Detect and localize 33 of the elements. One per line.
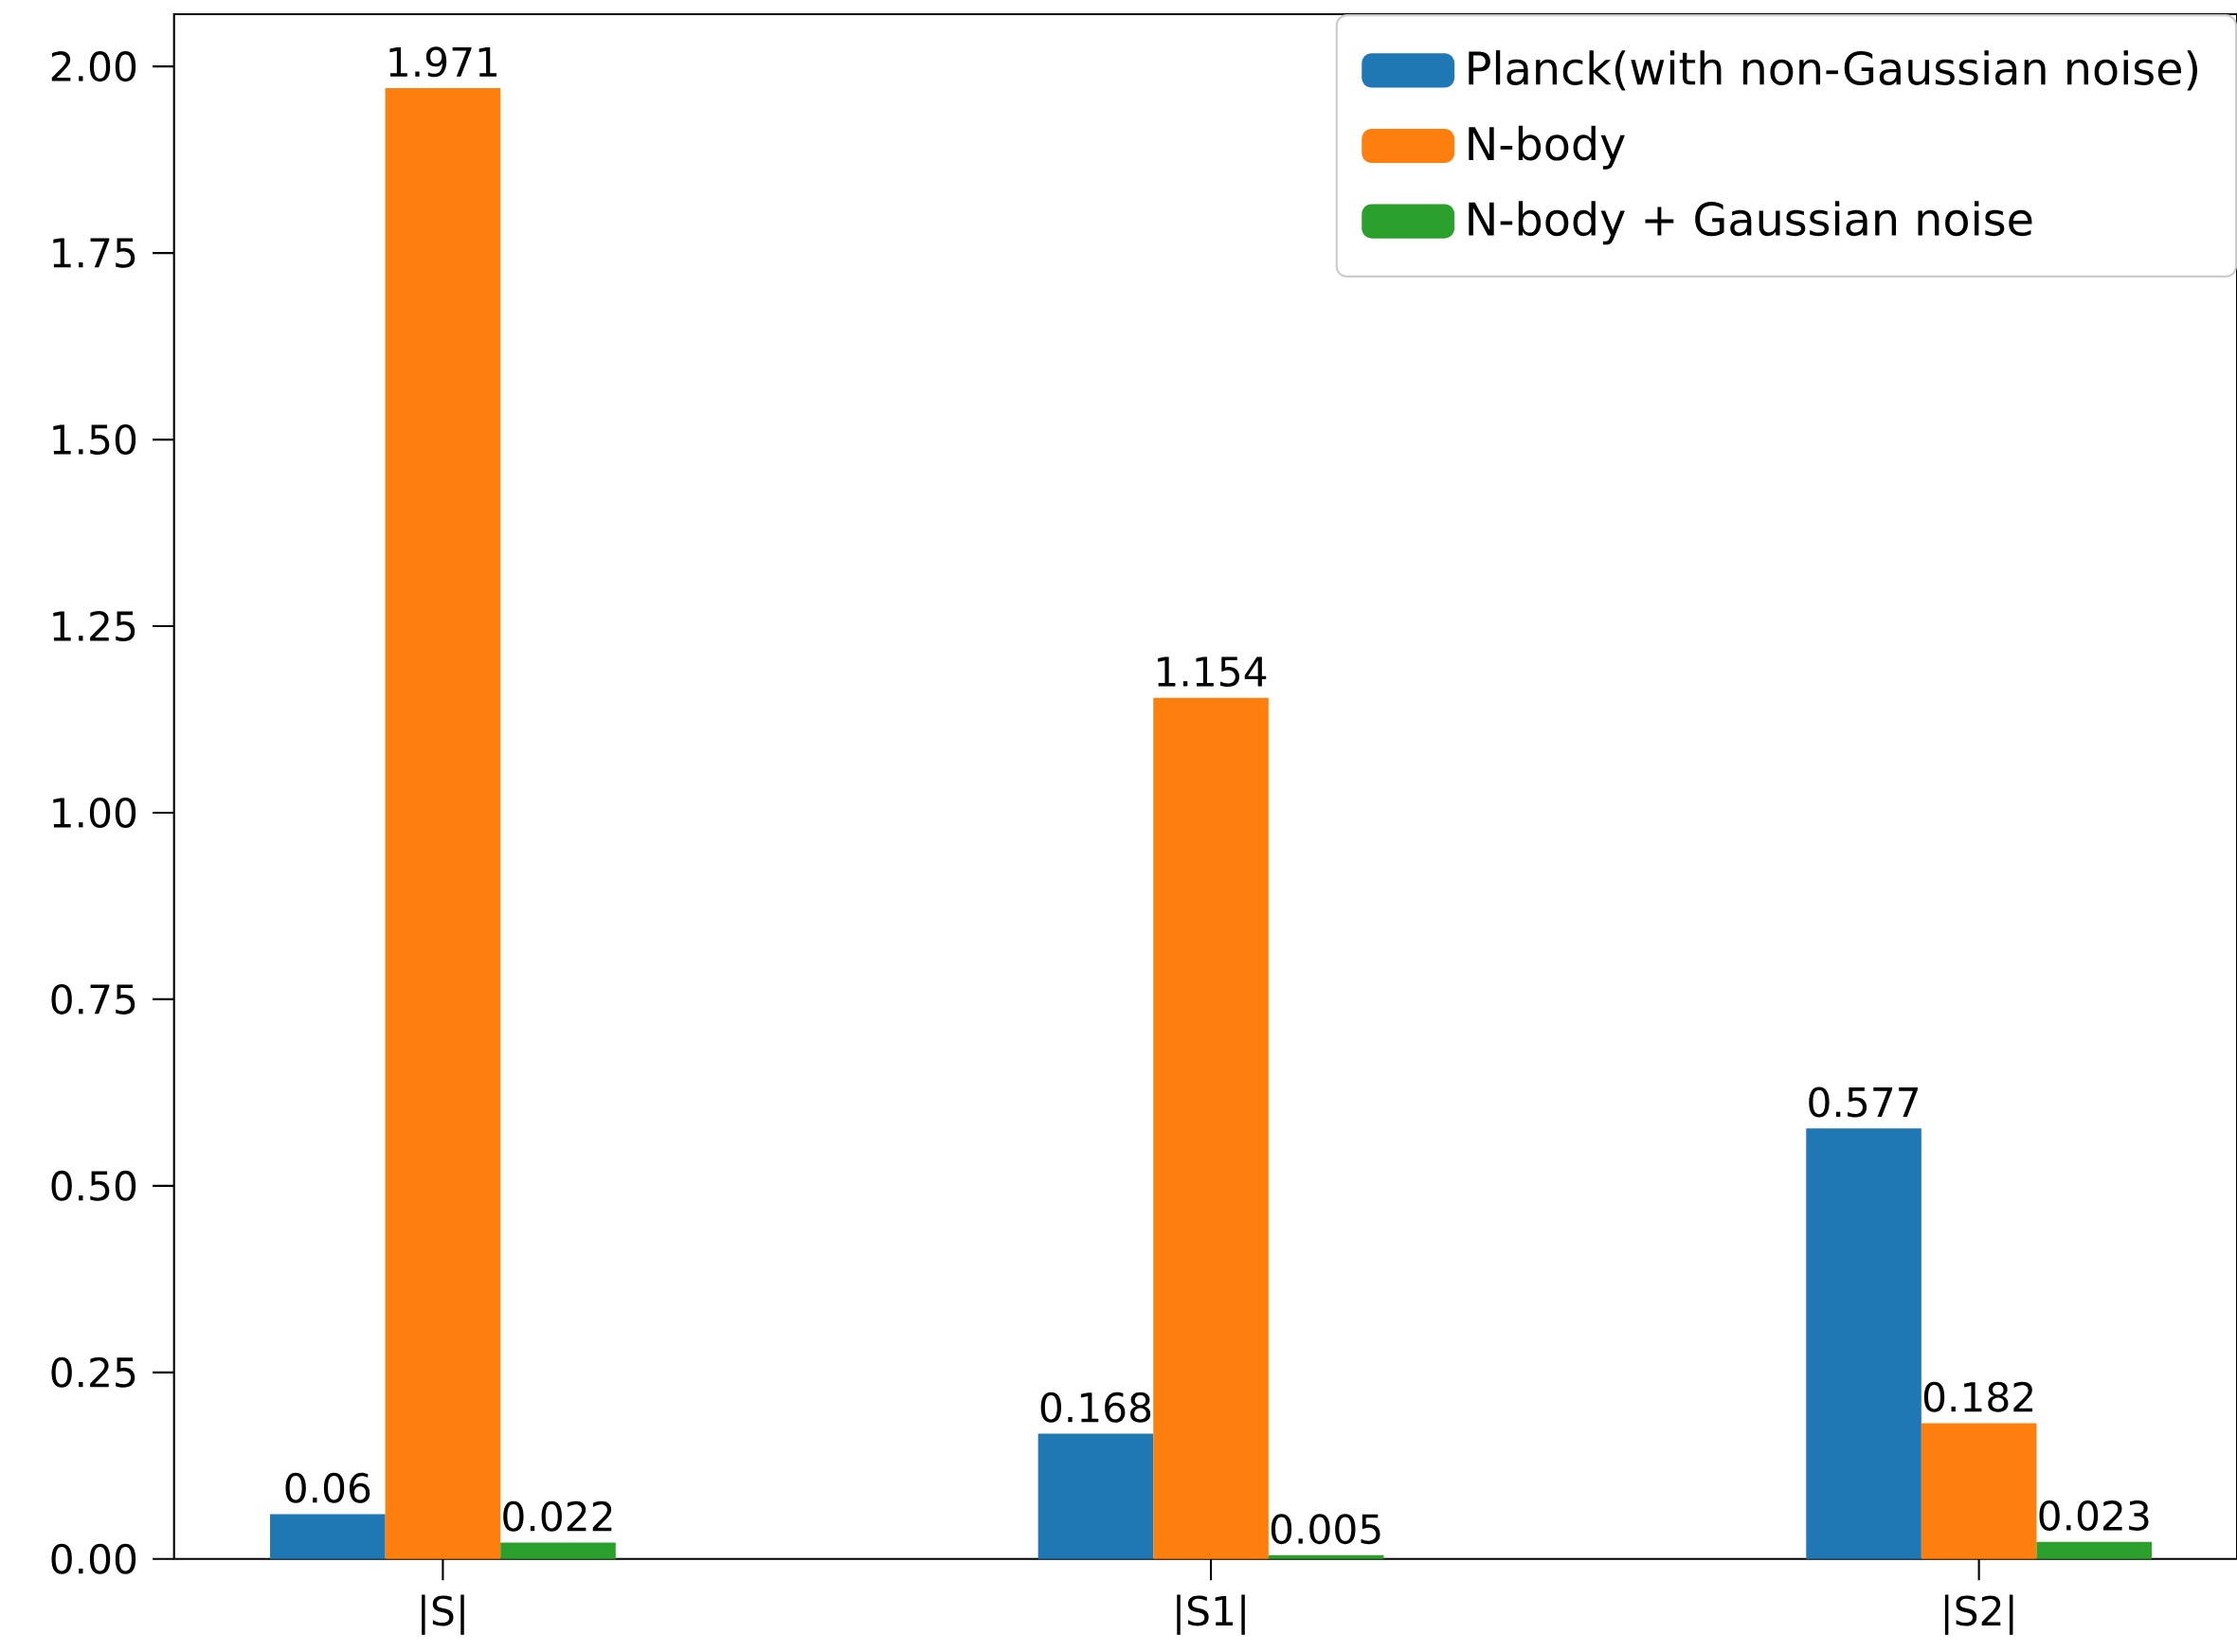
data-label: 0.023 bbox=[2039, 1500, 2149, 1532]
data-label: 0.022 bbox=[503, 1500, 612, 1532]
y-tick-label: 0.00 bbox=[51, 1543, 136, 1574]
x-tick-label: |S2| bbox=[1944, 1594, 2013, 1636]
data-label: 0.577 bbox=[1809, 1086, 1919, 1118]
x-tick-label: |S1| bbox=[1177, 1594, 1245, 1636]
y-tick-label: 2.00 bbox=[51, 51, 136, 82]
y-tick-label: 1.25 bbox=[53, 611, 135, 642]
data-label: 0.06 bbox=[285, 1472, 370, 1504]
y-tick-label: 0.25 bbox=[51, 1356, 135, 1388]
y-tick-label: 1.75 bbox=[53, 238, 135, 269]
legend-label: Planck(with non-Gaussian noise) bbox=[1469, 50, 2197, 91]
bar bbox=[2036, 1541, 2153, 1559]
bar bbox=[270, 1514, 386, 1559]
legend-label: N-body bbox=[1469, 125, 1625, 170]
bar bbox=[1921, 1423, 2037, 1559]
y-tick-label: 1.50 bbox=[53, 424, 136, 456]
y-tick-label: 1.00 bbox=[53, 798, 136, 829]
bar bbox=[1806, 1128, 1921, 1559]
data-label: 0.168 bbox=[1040, 1392, 1151, 1423]
legend-label: N-body + Gaussian noise bbox=[1469, 201, 2032, 245]
data-label: 1.154 bbox=[1158, 656, 1267, 688]
bar bbox=[1268, 1554, 1384, 1559]
data-label: 0.182 bbox=[1923, 1381, 2032, 1412]
bar bbox=[1153, 697, 1269, 1559]
data-label: 0.005 bbox=[1271, 1514, 1380, 1545]
data-label: 1.971 bbox=[389, 46, 497, 78]
bar bbox=[1037, 1433, 1154, 1559]
x-tick-label: |S| bbox=[422, 1594, 464, 1636]
y-tick-label: 0.50 bbox=[51, 1171, 136, 1202]
bar bbox=[385, 88, 501, 1559]
y-tick-label: 0.75 bbox=[51, 984, 135, 1015]
bar bbox=[500, 1542, 616, 1559]
